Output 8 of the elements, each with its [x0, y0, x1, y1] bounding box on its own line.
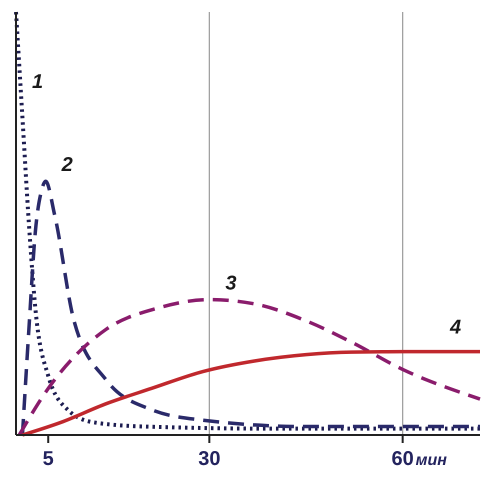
series-label: 3	[225, 272, 236, 295]
x-axis-title: мин	[416, 452, 448, 469]
x-tick-label: 60	[392, 448, 414, 470]
series-label: 2	[60, 154, 73, 176]
x-tick-label: 30	[198, 448, 220, 470]
series-label: 1	[32, 71, 44, 93]
series-label: 4	[449, 316, 462, 339]
x-tick-label: 5	[42, 448, 54, 470]
